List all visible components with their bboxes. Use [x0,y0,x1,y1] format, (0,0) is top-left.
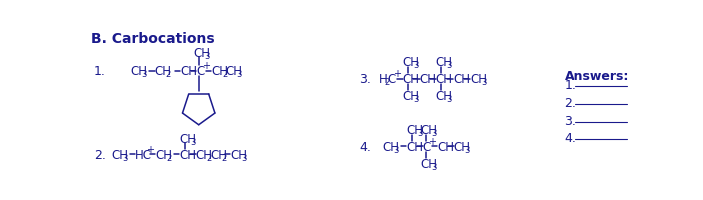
Text: 3: 3 [446,61,452,70]
Text: CH: CH [436,90,453,102]
Text: 3: 3 [431,128,437,137]
Text: 2: 2 [166,153,172,162]
Text: 3: 3 [418,128,423,137]
Text: 3: 3 [237,70,242,79]
Text: C: C [423,140,431,153]
Text: CH: CH [406,123,423,136]
Text: 1.: 1. [94,65,106,78]
Text: CH: CH [470,73,487,86]
Text: CH: CH [403,90,420,102]
Text: CH: CH [403,56,420,69]
Text: 3.: 3. [565,114,576,127]
Text: HC: HC [135,148,152,161]
Text: CH: CH [453,73,470,86]
Text: 3: 3 [122,153,127,162]
Text: CH: CH [420,123,437,136]
Text: Answers:: Answers: [565,70,629,83]
Text: H: H [378,73,387,86]
Text: CH: CH [453,140,471,153]
Text: CH: CH [195,148,212,161]
Text: CH: CH [180,65,197,78]
Text: CH: CH [155,65,172,78]
Text: C: C [196,65,205,78]
Text: 4.: 4. [565,132,576,145]
Text: +: + [393,69,401,79]
Text: 2.: 2. [565,96,576,109]
Text: CH: CH [193,47,210,60]
Text: 4.: 4. [359,140,371,153]
Text: CH: CH [210,148,227,161]
Text: CH: CH [211,65,228,78]
Text: +: + [146,144,154,154]
Text: CH: CH [155,148,172,161]
Text: C: C [388,73,396,86]
Text: CH: CH [179,132,196,145]
Text: 3: 3 [413,95,419,104]
Text: CH: CH [111,148,128,161]
Text: CH: CH [226,65,243,78]
Text: B. Carbocations: B. Carbocations [91,32,214,46]
Text: 3: 3 [446,95,452,104]
Text: CH: CH [420,73,437,86]
Text: 3: 3 [465,145,470,154]
Text: 2: 2 [207,153,212,162]
Text: 2: 2 [384,78,389,87]
Text: 3: 3 [241,153,247,162]
Text: CH: CH [131,65,148,78]
Text: 3: 3 [204,52,209,61]
Text: 2: 2 [165,70,171,79]
Text: +: + [428,136,436,146]
Text: CH: CH [406,140,423,153]
Text: 3: 3 [431,162,437,171]
Text: CH: CH [382,140,399,153]
Text: 3: 3 [481,78,486,87]
Text: 3: 3 [191,138,195,146]
Text: 3: 3 [413,61,419,70]
Text: 3: 3 [141,70,147,79]
Text: 1.: 1. [565,79,576,92]
Text: CH: CH [179,148,196,161]
Text: 2: 2 [222,70,227,79]
Text: +: + [202,61,209,71]
Text: CH: CH [231,148,247,161]
Text: CH: CH [437,140,454,153]
Text: CH: CH [436,73,453,86]
Text: 2.: 2. [94,148,106,161]
Text: 3.: 3. [359,73,371,86]
Text: 3: 3 [393,145,399,154]
Text: CH: CH [436,56,453,69]
Text: 2: 2 [221,153,226,162]
Text: CH: CH [403,73,420,86]
Text: CH: CH [420,157,437,170]
